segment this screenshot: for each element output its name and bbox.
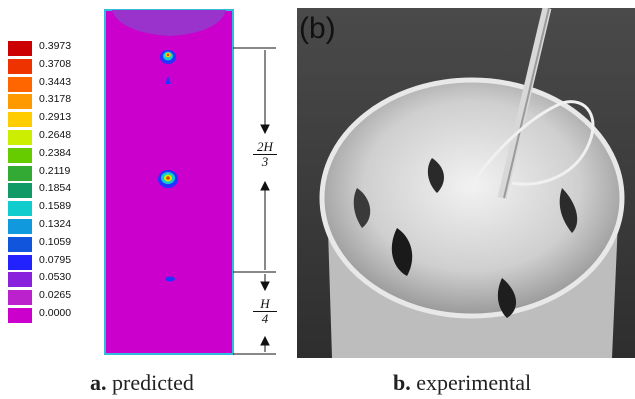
upper-droplet: [160, 50, 176, 64]
small-droplet-1: [165, 76, 171, 84]
legend-value: 0.0795: [39, 253, 72, 266]
legend-swatch: [8, 112, 32, 128]
dark-gap-2: [427, 158, 444, 193]
legend-value: 0.1854: [39, 182, 72, 195]
legend-row: 0.2384: [8, 146, 98, 163]
panel-b-label: (b): [299, 12, 336, 45]
legend-row: 0.1589: [8, 200, 98, 217]
experimental-photo: [297, 8, 635, 358]
legend-swatch: [8, 183, 32, 199]
dimension-numerator: 2H: [253, 140, 277, 155]
caption-text: experimental: [416, 370, 532, 395]
legend-row: 0.1854: [8, 182, 98, 199]
legend-value: 0.2384: [39, 146, 72, 159]
cup-opening: [319, 77, 625, 319]
caption-experimental: b. experimental: [393, 370, 531, 396]
legend-value: 0.1324: [39, 218, 72, 230]
legend-swatch: [8, 236, 32, 252]
legend-value: 0.2119: [39, 164, 71, 177]
caption-text: predicted: [112, 370, 194, 395]
legend-swatch: [8, 165, 32, 181]
legend-value: 0.3178: [39, 93, 72, 106]
legend-row: 0.3973: [8, 41, 98, 56]
legend-swatch: [8, 147, 32, 163]
dark-gap-5: [353, 188, 371, 228]
dark-gap-1: [391, 228, 413, 276]
legend-row: 0.3443: [8, 75, 98, 92]
legend-value: 0.0265: [39, 289, 72, 302]
legend-row: 0.0795: [8, 253, 98, 270]
legend-row: 0.2913: [8, 111, 98, 128]
legend-row: 0.0000: [8, 308, 98, 323]
dark-gap-4: [559, 188, 578, 233]
legend-value: 0.1589: [39, 200, 72, 213]
legend-row: 0.3708: [8, 57, 98, 74]
predicted-contour-plot: [104, 9, 276, 355]
legend-row: 0.1324: [8, 219, 98, 234]
legend-value: 0.0530: [39, 271, 72, 284]
legend-swatch: [8, 94, 32, 110]
legend-swatch: [8, 254, 32, 270]
caption-letter: b.: [393, 370, 411, 395]
dimension-label-h-4: H 4: [253, 297, 277, 326]
legend-swatch: [8, 219, 32, 234]
wire-loop: [465, 100, 595, 194]
legend-value: 0.0000: [39, 307, 72, 319]
legend-swatch: [8, 272, 32, 288]
dimension-label-2h-3: 2H 3: [253, 140, 277, 169]
dimension-denominator: 3: [261, 154, 269, 169]
legend-swatch: [8, 58, 32, 74]
legend-value: 0.3973: [39, 40, 72, 52]
legend-value: 0.2913: [39, 111, 72, 124]
dimension-denominator: 4: [261, 311, 269, 326]
top-bubble-region: [112, 10, 226, 36]
probe-tube: [497, 8, 552, 200]
legend-value: 0.2648: [39, 129, 72, 141]
legend-row: 0.2119: [8, 164, 98, 181]
legend-row: 0.2648: [8, 130, 98, 145]
dimension-markers: [233, 47, 276, 355]
middle-droplet: [158, 170, 178, 188]
legend-value: 0.1059: [39, 235, 72, 248]
caption-predicted: a. predicted: [90, 370, 194, 396]
legend-row: 0.3178: [8, 93, 98, 110]
dimension-numerator: H: [253, 297, 277, 312]
legend-swatch: [8, 308, 32, 323]
legend-swatch: [8, 41, 32, 56]
legend-value: 0.3443: [39, 75, 72, 88]
legend-row: 0.0265: [8, 289, 98, 306]
caption-letter: a.: [90, 370, 107, 395]
legend-swatch: [8, 76, 32, 92]
dark-gap-3: [497, 278, 517, 318]
legend-row: 0.0530: [8, 271, 98, 288]
legend-swatch: [8, 201, 32, 217]
legend-swatch: [8, 290, 32, 306]
small-droplet-2: [165, 276, 175, 282]
legend-row: 0.1059: [8, 235, 98, 252]
legend-value: 0.3708: [39, 57, 72, 70]
legend-swatch: [8, 130, 32, 145]
